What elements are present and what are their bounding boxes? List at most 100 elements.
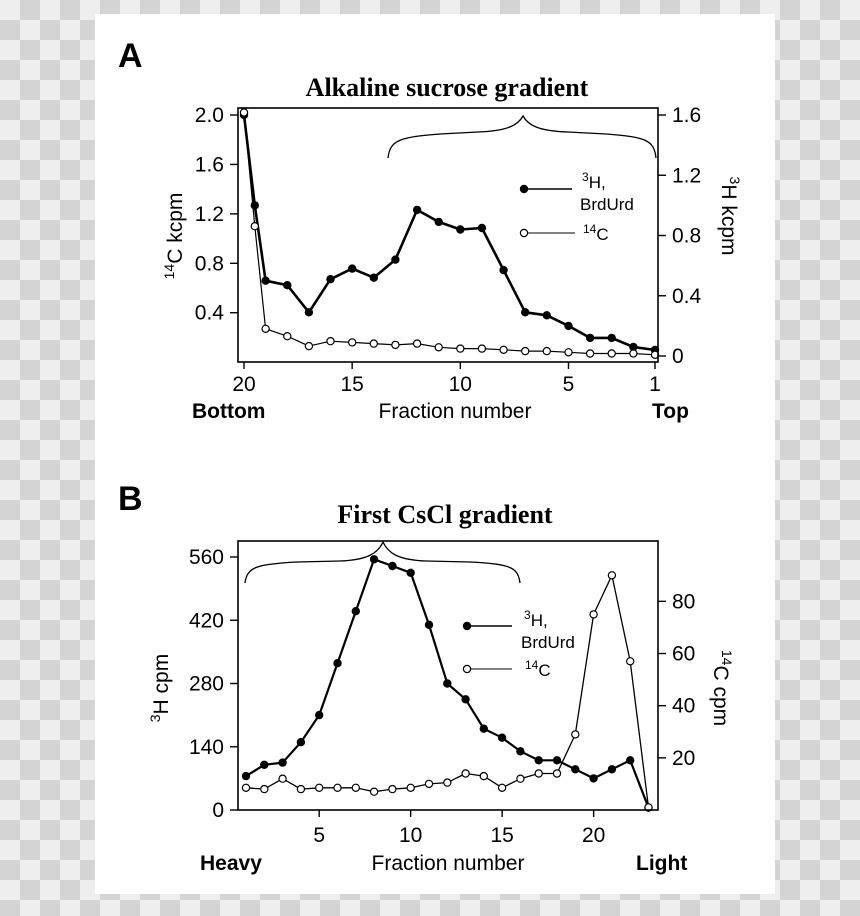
panel-b-point-14c xyxy=(443,778,452,787)
panel-b-y-left-tick-label: 0 xyxy=(212,799,224,822)
panel-b-label: B xyxy=(118,480,143,518)
panel-a-legend-marker-3h xyxy=(519,184,529,194)
panel-b-x-tick-label: 20 xyxy=(582,824,605,847)
panel-a-fraction-bracket xyxy=(387,114,657,159)
panel-a-point-14c xyxy=(348,338,357,347)
panel-a-point-14c xyxy=(521,346,530,356)
panel-a-point-3h-brdurd xyxy=(499,265,508,275)
panel-b-point-14c xyxy=(296,784,306,794)
panel-a-point-3h-brdurd xyxy=(585,333,595,343)
panel-b-x-label: Fraction number xyxy=(372,852,525,875)
panel-b-y-right-tick-label: 80 xyxy=(672,590,695,613)
panel-b-point-14c xyxy=(406,783,415,793)
panel-a-point-14c xyxy=(250,221,259,231)
panel-b-point-3h-brdurd xyxy=(406,568,415,578)
panel-a-point-3h-brdurd xyxy=(326,275,335,284)
panel-b-y-right-tick-label: 40 xyxy=(672,695,695,718)
panel-b-point-14c xyxy=(388,784,397,794)
panel-b-point-3h-brdurd xyxy=(369,555,379,564)
panel-b-point-3h-brdurd xyxy=(333,659,342,668)
panel-b-legend: 3H, BrdUrd 14C xyxy=(462,608,575,680)
panel-b-y-right-tick-label: 60 xyxy=(672,643,695,666)
panel-a-point-14c xyxy=(477,344,487,353)
panel-a-point-14c xyxy=(283,332,292,341)
panel-b-point-3h-brdurd xyxy=(589,774,598,783)
panel-a-point-3h-brdurd xyxy=(304,308,314,317)
panel-b-fraction-bracket xyxy=(244,540,521,584)
panel-a-point-3h-brdurd xyxy=(369,273,378,282)
panel-b-y-left-axis: 0 140 280 420 560 3H cpm xyxy=(147,546,238,822)
panel-b-point-14c xyxy=(516,774,525,783)
panel-b-point-3h-brdurd xyxy=(626,756,635,765)
panel-b-point-3h-brdurd xyxy=(516,747,525,756)
panel-a-y-left-label: 14C kcpm xyxy=(161,193,187,280)
panel-a-point-3h-brdurd xyxy=(348,264,357,273)
panel-a-legend-label-14c: 14C xyxy=(583,222,609,244)
panel-b-x-end-left: Heavy xyxy=(200,852,262,875)
panel-b-point-3h-brdurd xyxy=(552,756,562,765)
panel-a-point-3h-brdurd xyxy=(261,276,270,285)
panel-a-point-14c xyxy=(585,349,595,358)
panel-a-y-right-tick-label: 0.4 xyxy=(672,285,702,308)
panel-a-y-right-tick-label: 1.6 xyxy=(672,104,701,127)
panel-a-point-14c xyxy=(304,341,314,351)
panel-b-y-left-tick-label: 280 xyxy=(189,673,224,696)
panel-a-y-left-axis: 0.4 0.8 1.2 1.6 2.0 14C kcpm xyxy=(161,104,238,325)
panel-a-point-3h-brdurd xyxy=(607,333,616,343)
panel-b-point-3h-brdurd xyxy=(241,771,251,781)
panel-b-point-14c xyxy=(351,783,360,793)
figure-background xyxy=(95,14,775,894)
panel-b-y-left-tick-label: 140 xyxy=(189,736,224,759)
panel-b-legend-label-3h: 3H, xyxy=(524,608,548,630)
panel-b-point-3h-brdurd xyxy=(315,710,324,720)
panel-a-point-3h-brdurd xyxy=(283,281,292,290)
panel-b-point-14c xyxy=(424,779,434,789)
panel-b-y-right-tick-label: 20 xyxy=(672,747,695,770)
panel-b-y-left-tick-label: 560 xyxy=(189,546,224,569)
panel-a-legend: 3H, BrdUrd 14C xyxy=(519,170,634,244)
panel-a-point-3h-brdurd xyxy=(564,321,573,331)
panel-b-point-14c xyxy=(497,783,507,793)
panel-b-point-3h-brdurd xyxy=(388,561,397,571)
panel-b-point-3h-brdurd xyxy=(351,607,360,616)
panel-b-point-14c xyxy=(552,769,562,778)
panel-b-point-3h-brdurd xyxy=(443,679,452,688)
panel-b-point-14c xyxy=(626,657,635,666)
panel-b-point-14c xyxy=(278,774,287,783)
panel-a-label: A xyxy=(118,37,143,75)
panel-a-point-3h-brdurd xyxy=(391,255,400,264)
panel-a-point-14c xyxy=(239,108,249,117)
panel-a-y-left-tick-label: 1.6 xyxy=(195,153,224,176)
panel-a-x-end-right: Top xyxy=(652,400,689,423)
panel-a-point-3h-brdurd xyxy=(542,311,552,320)
panel-b-y-left-tick-label: 420 xyxy=(189,609,224,632)
panel-a-y-left-tick-label: 0.8 xyxy=(195,252,224,275)
panel-a-point-14c xyxy=(326,337,335,346)
panel-a-x-tick-label: 5 xyxy=(563,373,575,396)
panel-a-plot-frame xyxy=(237,107,659,363)
panel-a-x-end-left: Bottom xyxy=(192,400,265,423)
panel-b-point-3h-brdurd xyxy=(260,760,269,770)
panel-b-point-14c xyxy=(315,783,324,793)
panel-b-point-14c xyxy=(571,730,580,739)
panel-a-point-3h-brdurd xyxy=(434,217,443,227)
panel-a-y-right-tick-label: 0.8 xyxy=(672,225,701,248)
panel-a-y-right-tick-label: 0 xyxy=(672,345,684,368)
panel-b-y-right-label: 14C cpm xyxy=(709,650,735,726)
panel-a-x-label: Fraction number xyxy=(379,400,532,423)
panel-a-point-14c xyxy=(456,344,465,353)
panel-b-y-right-axis: 20 40 60 80 14C cpm xyxy=(658,590,735,770)
panel-a-point-14c xyxy=(499,345,508,354)
panel-b-point-3h-brdurd xyxy=(278,758,287,767)
panel-b-x-axis: 5 10 15 20 Heavy Fraction number Light xyxy=(200,810,687,875)
panel-a-y-right-tick-label: 1.2 xyxy=(672,164,701,187)
panel-b-point-3h-brdurd xyxy=(424,620,434,630)
panel-a-x-tick-label: 20 xyxy=(232,373,255,396)
panel-a-x-tick-label: 15 xyxy=(340,373,363,396)
panel-b-title: First CsCl gradient xyxy=(337,500,553,529)
panel-b-point-14c xyxy=(607,571,617,580)
panel-a-point-14c xyxy=(412,339,422,348)
panel-a-legend-label-3h: 3H, xyxy=(582,170,606,192)
panel-a-point-3h-brdurd xyxy=(477,223,487,233)
